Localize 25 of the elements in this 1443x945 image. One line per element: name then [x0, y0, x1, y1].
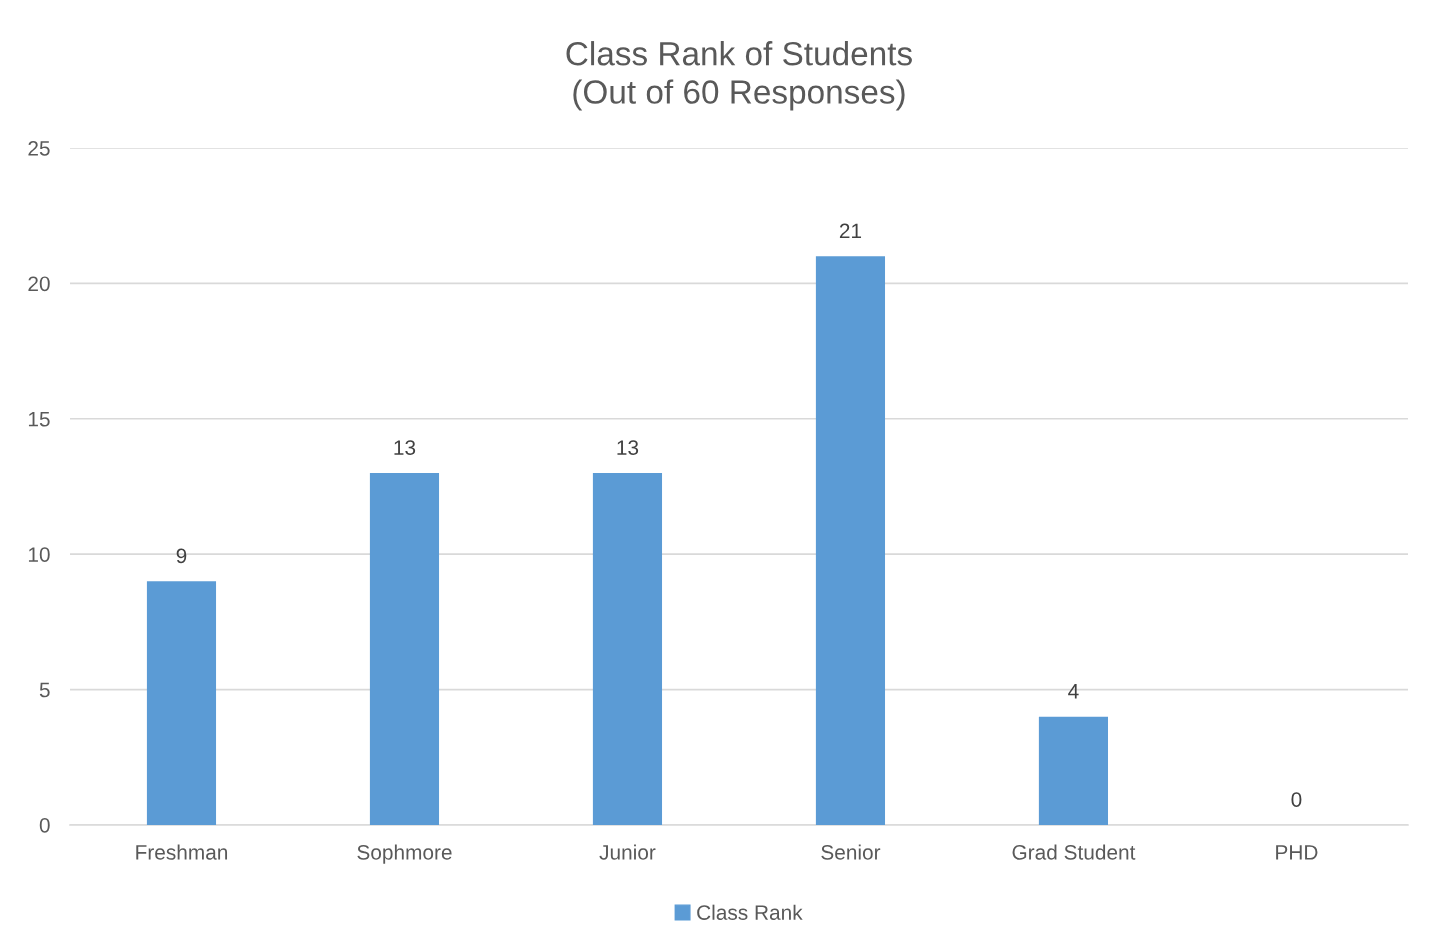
bar	[369, 472, 440, 825]
data-label: 13	[394, 440, 416, 455]
y-tick-label: 5	[39, 682, 50, 698]
x-tick-label: Sophmore	[357, 844, 452, 864]
y-tick-label: 25	[28, 140, 50, 156]
x-tick-label: Freshman	[136, 844, 228, 860]
x-tick-label: Junior	[599, 844, 656, 860]
data-label: 0	[1291, 792, 1302, 807]
y-tick-label: 20	[28, 276, 50, 292]
x-tick-label: PHD	[1276, 845, 1318, 860]
x-tick-label: Senior	[821, 844, 881, 860]
y-tick-label: 15	[28, 412, 50, 427]
y-tick-label: 10	[28, 547, 50, 562]
bar	[815, 256, 886, 825]
data-label: 4	[1068, 684, 1079, 699]
y-tick-label: 0	[39, 817, 50, 833]
data-label: 21	[839, 223, 862, 239]
data-label: 9	[176, 548, 187, 564]
x-tick-label: Grad Student	[1012, 844, 1136, 860]
bar	[146, 581, 217, 825]
bar	[592, 472, 663, 825]
bar	[1038, 716, 1109, 825]
legend-label: Class Rank	[697, 904, 803, 920]
data-label: 13	[617, 440, 639, 455]
chart-title: Class Rank of Students (Out of 60 Responses)	[566, 41, 912, 111]
